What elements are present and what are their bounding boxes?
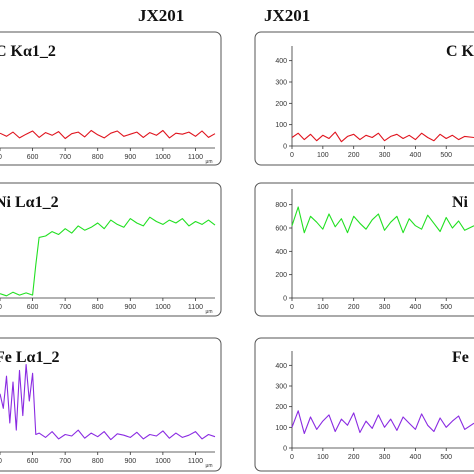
left-bottom-x-tick-label: 0 xyxy=(0,458,2,465)
left-top-series-line xyxy=(0,129,216,140)
right-top-y-tick-label: 0 xyxy=(283,144,287,151)
left-middle-x-tick-label: 800 xyxy=(92,304,104,311)
right-top-panel-frame xyxy=(254,31,474,166)
right-middle-x-tick-label: 0 xyxy=(290,304,294,311)
left-top-x-tick-label: 600 xyxy=(27,154,39,161)
right-bottom-y-tick-label: 100 xyxy=(275,425,287,432)
right-middle-y-tick-label: 400 xyxy=(275,249,287,256)
right-bottom-x-tick-label: 0 xyxy=(290,454,294,461)
right-middle-x-tick-label: 100 xyxy=(317,304,329,311)
left-middle-x-tick-label: 1000 xyxy=(155,304,171,311)
left-middle-element-label: Ni Lα1_2 xyxy=(0,194,59,211)
right-middle-panel-frame xyxy=(254,182,474,317)
right-bottom-y-tick-label: 400 xyxy=(275,363,287,370)
right-title: JX201 xyxy=(264,6,311,25)
left-middle-x-unit: μm xyxy=(205,309,212,315)
left-bottom-x-tick-label: 700 xyxy=(59,458,71,465)
right-top-y-tick-label: 200 xyxy=(275,101,287,108)
right-top-x-tick-label: 500 xyxy=(440,152,452,159)
right-top-x-tick-label: 400 xyxy=(410,152,422,159)
left-top-x-tick-label: 0 xyxy=(0,154,2,161)
right-bottom-y-tick-label: 200 xyxy=(275,404,287,411)
right-top-y-tick-label: 100 xyxy=(275,122,287,129)
right-top-x-tick-label: 200 xyxy=(348,152,360,159)
left-bottom-panel-frame xyxy=(0,337,222,472)
left-bottom-x-unit: μm xyxy=(205,463,212,469)
left-bottom-x-tick-label: 1000 xyxy=(155,458,171,465)
right-middle-y-tick-label: 0 xyxy=(283,296,287,303)
left-middle-x-tick-label: 900 xyxy=(124,304,136,311)
left-top-panel-frame xyxy=(0,31,222,166)
right-middle-x-tick-label: 400 xyxy=(410,304,422,311)
left-top-x-tick-label: 1000 xyxy=(155,154,171,161)
left-top-x-tick-label: 900 xyxy=(124,154,136,161)
right-middle-x-tick-label: 200 xyxy=(348,304,360,311)
right-bottom-x-tick-label: 500 xyxy=(440,454,452,461)
left-bottom-x-tick-label: 900 xyxy=(124,458,136,465)
right-top-y-tick-label: 300 xyxy=(275,80,287,87)
right-middle-y-tick-label: 600 xyxy=(275,226,287,233)
left-middle-series-line xyxy=(0,216,216,297)
right-top-x-tick-label: 100 xyxy=(317,152,329,159)
left-top-x-tick-label: 800 xyxy=(92,154,104,161)
left-bottom-element-label: Fe Lα1_2 xyxy=(0,349,59,366)
right-bottom-y-tick-label: 0 xyxy=(283,446,287,453)
right-top-element-label: C Kα xyxy=(446,43,474,60)
right-bottom-x-tick-label: 300 xyxy=(379,454,391,461)
right-middle-y-tick-label: 200 xyxy=(275,272,287,279)
right-middle-series-line xyxy=(291,206,474,234)
left-middle-x-tick-label: 1100 xyxy=(188,304,203,311)
right-middle-x-tick-label: 500 xyxy=(440,304,452,311)
right-middle-element-label: Ni xyxy=(452,194,469,211)
right-top-x-tick-label: 300 xyxy=(379,152,391,159)
right-bottom-series-line xyxy=(291,410,474,435)
left-top-x-tick-label: 1100 xyxy=(188,154,203,161)
left-bottom-x-tick-label: 600 xyxy=(27,458,39,465)
left-top-x-tick-label: 700 xyxy=(59,154,71,161)
right-top-y-tick-label: 400 xyxy=(275,58,287,65)
left-top-element-label: C Kα1_2 xyxy=(0,43,56,60)
right-bottom-x-tick-label: 400 xyxy=(410,454,422,461)
right-middle-y-tick-label: 800 xyxy=(275,202,287,209)
left-top-x-unit: μm xyxy=(205,159,212,165)
left-bottom-x-tick-label: 1100 xyxy=(188,458,203,465)
right-bottom-x-tick-label: 200 xyxy=(348,454,360,461)
left-middle-x-tick-label: 600 xyxy=(27,304,39,311)
left-middle-x-tick-label: 0 xyxy=(0,304,2,311)
right-bottom-y-tick-label: 300 xyxy=(275,384,287,391)
left-bottom-series-line xyxy=(0,364,216,441)
left-middle-panel-frame xyxy=(0,182,222,317)
right-middle-x-tick-label: 300 xyxy=(379,304,391,311)
right-bottom-element-label: Fe xyxy=(452,349,469,366)
right-top-series-line xyxy=(291,131,474,143)
right-bottom-panel-frame xyxy=(254,337,474,472)
left-bottom-x-tick-label: 800 xyxy=(92,458,104,465)
left-title: JX201 xyxy=(138,6,185,25)
left-middle-x-tick-label: 700 xyxy=(59,304,71,311)
right-top-x-tick-label: 0 xyxy=(290,152,294,159)
right-bottom-x-tick-label: 100 xyxy=(317,454,329,461)
